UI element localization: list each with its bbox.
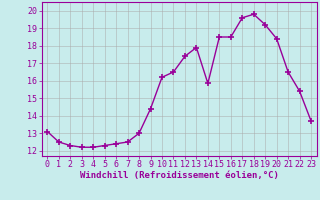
X-axis label: Windchill (Refroidissement éolien,°C): Windchill (Refroidissement éolien,°C) <box>80 171 279 180</box>
